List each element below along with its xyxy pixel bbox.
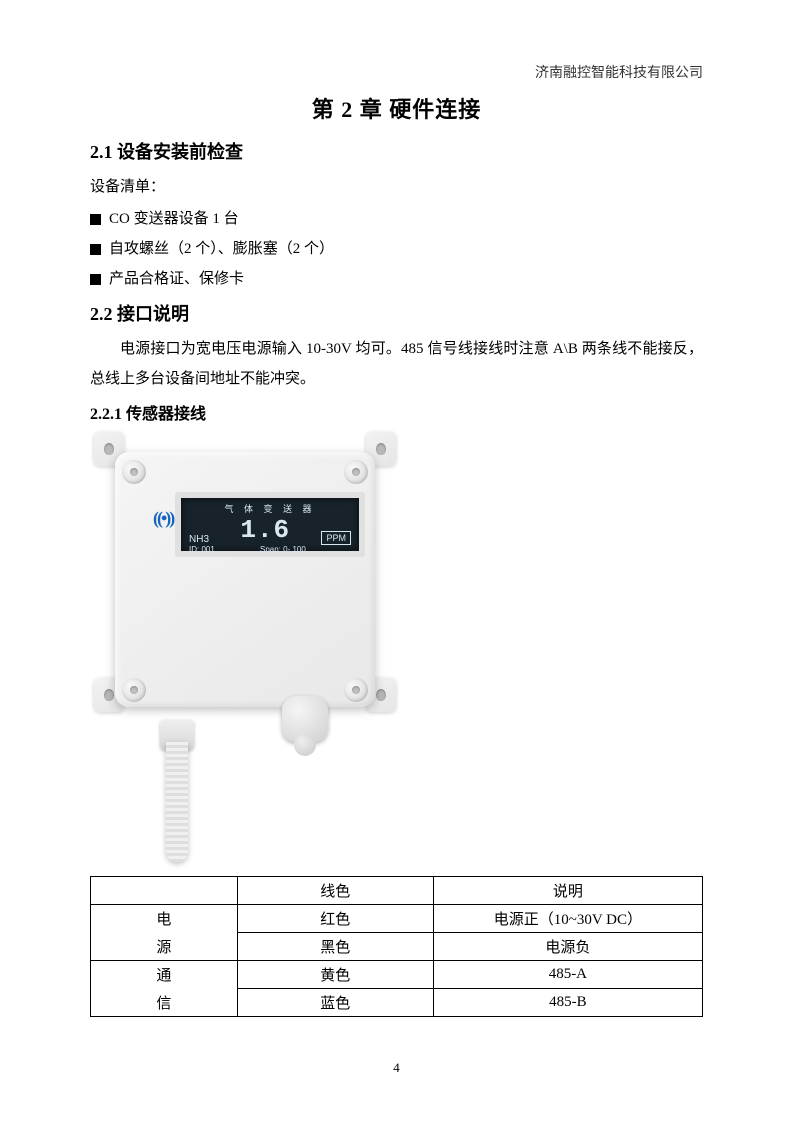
bullet-icon	[90, 274, 101, 285]
section-2-2-1-title: 2.2.1 传感器接线	[90, 400, 703, 424]
screw-icon	[344, 460, 368, 484]
lcd-id: ID: 001	[189, 545, 215, 554]
th-desc: 说明	[433, 877, 702, 905]
nfc-icon: ((•))	[153, 508, 173, 529]
section-2-2-title: 2.2 接口说明	[90, 300, 703, 326]
device-body: ((•)) 气 体 变 送 器 NH3 1.6 PPM ID: 001 Span…	[115, 452, 375, 707]
group-label-line: 电	[91, 905, 238, 933]
lcd-title: 气 体 变 送 器	[189, 502, 351, 515]
list-item-text: 自攻螺丝（2 个）、膨胀塞（2 个）	[109, 234, 334, 264]
sensor-probe	[166, 742, 188, 862]
table-header-row: 线色 说明	[91, 877, 703, 905]
screw-icon	[122, 678, 146, 702]
wiring-table: 线色 说明 电 红色 电源正（10~30V DC） 源 黑色 电源负 通 黄色 …	[90, 876, 703, 1017]
screw-icon	[344, 678, 368, 702]
cable-grommet	[282, 696, 328, 742]
cell-color: 蓝色	[237, 989, 433, 1017]
cell-desc: 电源负	[433, 933, 702, 961]
cell-desc: 485-A	[433, 961, 702, 989]
table-row: 源 黑色 电源负	[91, 933, 703, 961]
lcd-gas: NH3	[189, 534, 209, 545]
cell-color: 黑色	[237, 933, 433, 961]
bullet-icon	[90, 244, 101, 255]
chapter-title: 第 2 章 硬件连接	[90, 92, 703, 124]
bullet-icon	[90, 214, 101, 225]
screw-icon	[122, 460, 146, 484]
th-color: 线色	[237, 877, 433, 905]
th-blank	[91, 877, 238, 905]
lcd-unit: PPM	[321, 531, 351, 545]
page-number: 4	[0, 1060, 793, 1076]
device-lcd: 气 体 变 送 器 NH3 1.6 PPM ID: 001 Span: 0- 1…	[175, 492, 365, 557]
cell-desc: 电源正（10~30V DC）	[433, 905, 702, 933]
group-label-line: 信	[91, 989, 238, 1017]
list-item-text: 产品合格证、保修卡	[109, 264, 244, 294]
lcd-span: Span: 0- 100	[260, 545, 306, 554]
list-item: 产品合格证、保修卡	[90, 264, 703, 294]
list-item: CO 变送器设备 1 台	[90, 204, 703, 234]
interface-paragraph: 电源接口为宽电压电源输入 10-30V 均可。485 信号线接线时注意 A\B …	[90, 334, 703, 394]
table-row: 电 红色 电源正（10~30V DC）	[91, 905, 703, 933]
lcd-value: 1.6	[240, 515, 290, 545]
cell-desc: 485-B	[433, 989, 702, 1017]
group-label-line: 源	[91, 933, 238, 961]
section-2-1-title: 2.1 设备安装前检查	[90, 138, 703, 164]
list-item-text: CO 变送器设备 1 台	[109, 204, 239, 234]
device-list-intro: 设备清单：	[90, 172, 703, 202]
cell-color: 黄色	[237, 961, 433, 989]
company-name: 济南融控智能科技有限公司	[535, 62, 703, 82]
table-row: 通 黄色 485-A	[91, 961, 703, 989]
cell-color: 红色	[237, 905, 433, 933]
group-label-line: 通	[91, 961, 238, 989]
device-figure: ((•)) 气 体 变 送 器 NH3 1.6 PPM ID: 001 Span…	[90, 432, 400, 862]
table-row: 信 蓝色 485-B	[91, 989, 703, 1017]
list-item: 自攻螺丝（2 个）、膨胀塞（2 个）	[90, 234, 703, 264]
